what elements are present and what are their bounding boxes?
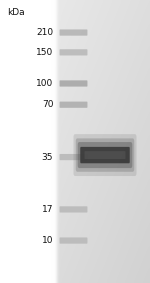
- FancyBboxPatch shape: [80, 147, 130, 163]
- FancyBboxPatch shape: [60, 102, 87, 108]
- FancyBboxPatch shape: [60, 206, 87, 213]
- Text: kDa: kDa: [8, 8, 25, 17]
- FancyBboxPatch shape: [60, 80, 87, 87]
- FancyBboxPatch shape: [60, 29, 87, 36]
- Text: 210: 210: [36, 28, 53, 37]
- Text: 35: 35: [42, 153, 53, 162]
- FancyBboxPatch shape: [78, 142, 132, 168]
- FancyBboxPatch shape: [60, 49, 87, 55]
- FancyBboxPatch shape: [74, 134, 136, 176]
- Text: 70: 70: [42, 100, 53, 109]
- FancyBboxPatch shape: [60, 154, 87, 160]
- FancyBboxPatch shape: [60, 237, 87, 244]
- Text: 10: 10: [42, 236, 53, 245]
- Text: 100: 100: [36, 79, 53, 88]
- FancyBboxPatch shape: [85, 151, 125, 159]
- Text: 17: 17: [42, 205, 53, 214]
- Text: 150: 150: [36, 48, 53, 57]
- FancyBboxPatch shape: [76, 138, 134, 172]
